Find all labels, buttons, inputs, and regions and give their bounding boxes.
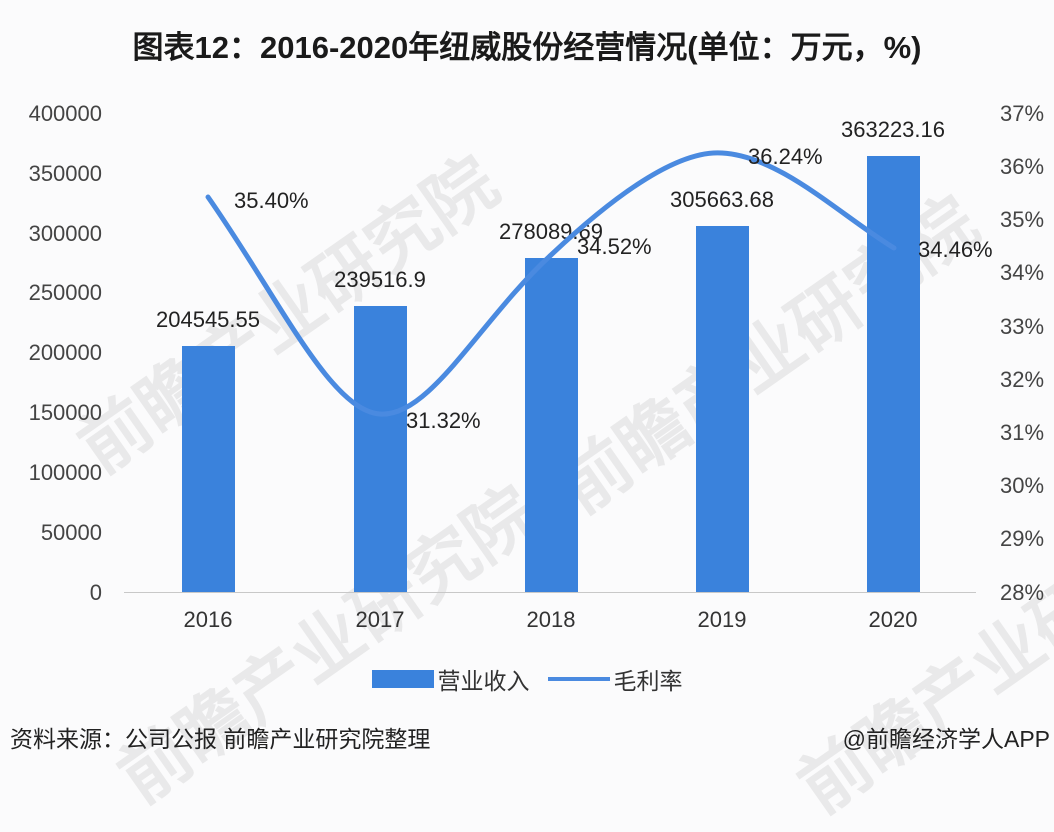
bar-2019	[696, 226, 749, 592]
bar-label: 363223.16	[841, 117, 945, 142]
right-axis-tick: 36%	[1000, 154, 1045, 179]
bar-2017	[354, 306, 407, 592]
left-axis-tick: 300000	[28, 221, 102, 246]
line-label: 31.32%	[406, 408, 481, 433]
legend-item-revenue: 营业收入	[371, 662, 530, 696]
legend: 营业收入 毛利率	[0, 662, 1054, 696]
line-label: 34.46%	[918, 237, 993, 262]
bar-2016	[182, 346, 235, 592]
left-axis-tick: 100000	[28, 460, 102, 485]
left-axis-tick: 0	[89, 580, 102, 605]
x-axis-tick: 2017	[355, 607, 405, 632]
bar-swatch-icon	[371, 670, 434, 688]
brand-credit: @前瞻经济学人APP	[842, 726, 1050, 752]
right-axis-tick: 28%	[1000, 580, 1045, 605]
line-label: 35.40%	[234, 188, 309, 213]
x-axis-tick: 2020	[868, 607, 918, 632]
right-axis-tick: 35%	[1000, 207, 1045, 232]
source-note: 资料来源：公司公报 前瞻产业研究院整理	[10, 726, 431, 752]
gross-margin-line	[205, 150, 897, 417]
right-axis-tick: 37%	[1000, 101, 1045, 126]
x-axis-tick: 2019	[697, 607, 747, 632]
right-axis-tick: 30%	[1000, 473, 1045, 498]
left-axis-tick: 350000	[28, 161, 102, 186]
legend-item-gross-margin: 毛利率	[547, 662, 683, 696]
right-axis-tick: 34%	[1000, 260, 1045, 285]
right-axis-tick: 31%	[1000, 420, 1045, 445]
line-label: 34.52%	[577, 234, 652, 259]
left-axis-tick: 50000	[40, 520, 102, 545]
right-axis-tick: 29%	[1000, 526, 1045, 551]
left-axis-tick: 150000	[28, 400, 102, 425]
bar-label: 239516.9	[334, 267, 426, 292]
left-axis-tick: 200000	[28, 340, 102, 365]
bar-label: 204545.55	[156, 307, 260, 332]
chart-title: 图表12：2016-2020年纽威股份经营情况(单位：万元，%)	[132, 30, 922, 65]
line-swatch-icon	[547, 677, 610, 681]
bar-2018	[525, 258, 578, 592]
right-axis-tick: 33%	[1000, 314, 1045, 339]
left-axis-tick: 400000	[28, 101, 102, 126]
left-axis-tick: 250000	[28, 280, 102, 305]
bar-label: 305663.68	[670, 187, 774, 212]
x-axis-tick: 2016	[183, 607, 233, 632]
legend-label: 营业收入	[437, 668, 530, 694]
x-axis-tick: 2018	[526, 607, 576, 632]
bar-2020	[867, 156, 920, 592]
line-label: 36.24%	[748, 144, 823, 169]
right-axis-tick: 32%	[1000, 367, 1045, 392]
x-axis-line	[124, 592, 976, 593]
legend-label: 毛利率	[613, 668, 683, 694]
